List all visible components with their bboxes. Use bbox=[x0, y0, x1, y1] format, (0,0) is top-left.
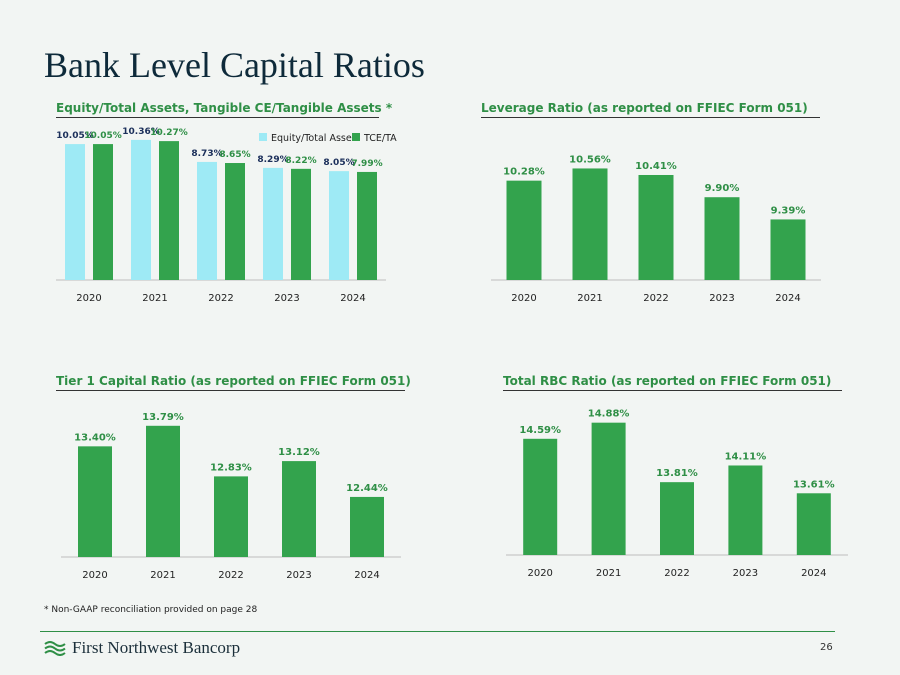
chart-2-title: Leverage Ratio (as reported on FFIEC For… bbox=[481, 101, 820, 118]
data-label: 9.39% bbox=[771, 205, 806, 216]
data-label: 13.61% bbox=[793, 479, 835, 490]
x-tick-label: 2020 bbox=[527, 568, 552, 579]
data-label: 10.05% bbox=[84, 131, 122, 141]
bar-2024-2 bbox=[357, 171, 377, 280]
x-tick-label: 2024 bbox=[775, 293, 800, 304]
data-label: 10.28% bbox=[503, 167, 545, 178]
x-tick-label: 2023 bbox=[733, 568, 758, 579]
data-label: 14.11% bbox=[725, 451, 767, 462]
data-label: 13.12% bbox=[278, 447, 320, 458]
x-tick-label: 2021 bbox=[142, 293, 167, 304]
leverage-ratio-chart: 10.28% 2020 10.56% 2021 10.41% 2022 9.90% 2023 9… bbox=[491, 154, 821, 304]
x-tick-label: 2023 bbox=[709, 293, 734, 304]
x-tick-label: 2022 bbox=[643, 293, 668, 304]
bar-2020-1 bbox=[523, 438, 558, 555]
company-logo: First Northwest Bancorp bbox=[44, 638, 240, 658]
x-tick-label: 2022 bbox=[208, 293, 233, 304]
bar-2024-1 bbox=[770, 219, 806, 280]
bar-2022-1 bbox=[197, 161, 217, 280]
x-tick-label: 2021 bbox=[150, 570, 175, 581]
bar-2021-1 bbox=[591, 422, 626, 555]
legend-entry: Equity/Total Assets bbox=[271, 133, 360, 144]
legend-swatch bbox=[259, 133, 267, 141]
bar-2021-1 bbox=[572, 168, 608, 280]
total-rbc-chart: 14.59% 2020 14.88% 2021 13.81% 2022 14.11% 2023… bbox=[506, 409, 848, 579]
data-label: 14.88% bbox=[588, 409, 630, 420]
data-label: 9.90% bbox=[705, 183, 740, 194]
tier1-capital-chart: 13.40% 2020 13.79% 2021 12.83% 2022 13.12% 2023… bbox=[61, 412, 401, 581]
bar-2022-1 bbox=[214, 476, 248, 557]
x-tick-label: 2024 bbox=[801, 568, 826, 579]
x-tick-label: 2022 bbox=[664, 568, 689, 579]
data-label: 13.40% bbox=[74, 432, 116, 443]
data-label: 10.41% bbox=[635, 161, 677, 172]
data-label: 13.81% bbox=[656, 468, 698, 479]
data-label: 10.05% bbox=[56, 131, 94, 141]
data-label: 8.29% bbox=[257, 155, 288, 165]
footnote: * Non-GAAP reconciliation provided on pa… bbox=[44, 605, 258, 615]
data-label: 8.73% bbox=[191, 149, 222, 159]
chart-4-title: Total RBC Ratio (as reported on FFIEC Fo… bbox=[503, 374, 842, 391]
bar-2023-1 bbox=[704, 197, 740, 280]
bar-2023-1 bbox=[263, 167, 283, 280]
x-tick-label: 2022 bbox=[218, 570, 243, 581]
chart-3-title: Tier 1 Capital Ratio (as reported on FFI… bbox=[56, 374, 411, 391]
bar-2022-1 bbox=[638, 174, 674, 280]
bar-2024-1 bbox=[329, 171, 349, 280]
bar-2024-1 bbox=[796, 493, 831, 555]
data-label: 8.22% bbox=[285, 156, 316, 166]
data-label: 8.65% bbox=[219, 150, 250, 160]
legend-swatch bbox=[352, 133, 360, 141]
x-tick-label: 2020 bbox=[82, 570, 107, 581]
bar-2023-1 bbox=[282, 461, 316, 557]
data-label: 10.36% bbox=[122, 127, 160, 137]
bar-2020-1 bbox=[506, 180, 542, 280]
bar-2020-2 bbox=[93, 144, 113, 280]
data-label: 14.59% bbox=[519, 425, 561, 436]
bar-2021-1 bbox=[131, 139, 151, 280]
data-label: 8.05% bbox=[323, 158, 354, 168]
x-tick-label: 2021 bbox=[577, 293, 602, 304]
data-label: 12.83% bbox=[210, 462, 252, 473]
bar-2020-1 bbox=[65, 144, 85, 280]
page-number: 26 bbox=[820, 642, 833, 653]
chart-1-title: Equity/Total Assets, Tangible CE/Tangibl… bbox=[56, 101, 392, 118]
x-tick-label: 2021 bbox=[596, 568, 621, 579]
x-tick-label: 2023 bbox=[274, 293, 299, 304]
bar-2021-2 bbox=[159, 141, 179, 280]
bar-2023-1 bbox=[728, 465, 763, 555]
bar-2023-2 bbox=[291, 168, 311, 280]
bar-2021-1 bbox=[146, 425, 180, 557]
waves-icon bbox=[44, 641, 66, 656]
equity-assets-chart: 10.05%10.05% 2020 10.36%10.27% 2021 8.73%8.6… bbox=[56, 127, 397, 304]
page-title: Bank Level Capital Ratios bbox=[44, 45, 425, 85]
company-name: First Northwest Bancorp bbox=[72, 638, 241, 657]
data-label: 12.44% bbox=[346, 483, 388, 494]
data-label: 10.56% bbox=[569, 154, 611, 165]
x-tick-label: 2020 bbox=[511, 293, 536, 304]
footer-divider bbox=[40, 631, 835, 632]
bar-2020-1 bbox=[78, 446, 112, 557]
x-tick-label: 2024 bbox=[354, 570, 379, 581]
bar-2022-1 bbox=[660, 482, 694, 555]
legend-entry: TCE/TA bbox=[363, 133, 397, 144]
x-tick-label: 2024 bbox=[340, 293, 365, 304]
bar-2024-1 bbox=[350, 496, 384, 557]
bar-2022-2 bbox=[225, 163, 245, 280]
data-label: 13.79% bbox=[142, 412, 184, 423]
data-label: 10.27% bbox=[150, 128, 188, 138]
data-label: 7.99% bbox=[351, 159, 382, 169]
x-tick-label: 2020 bbox=[76, 293, 101, 304]
x-tick-label: 2023 bbox=[286, 570, 311, 581]
